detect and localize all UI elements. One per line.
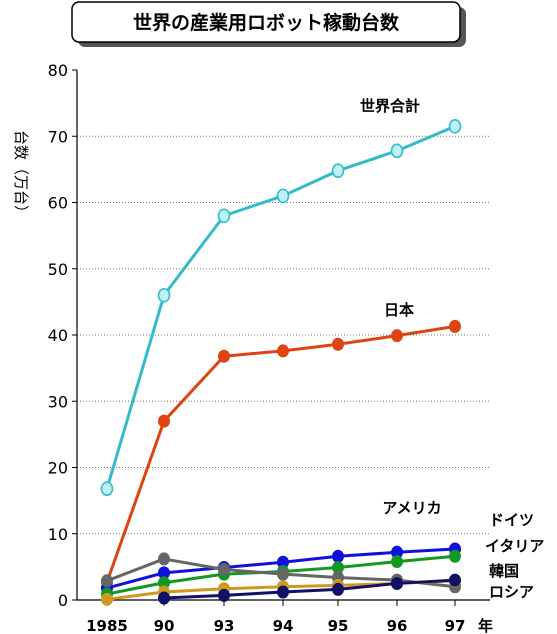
data-point: [277, 585, 289, 599]
data-point: [331, 163, 345, 178]
data-point: [449, 549, 461, 563]
y-tick-label: 30: [48, 392, 68, 411]
data-point: [101, 574, 113, 588]
y-tick-label: 10: [48, 525, 68, 544]
data-point: [218, 563, 230, 577]
label-russia: ロシア: [489, 583, 534, 601]
data-point: [449, 573, 461, 587]
data-point: [332, 549, 344, 563]
data-point: [391, 576, 403, 590]
data-point: [391, 329, 403, 343]
x-axis-label: 年: [478, 617, 493, 634]
label-japan: 日本: [384, 301, 414, 319]
data-point: [218, 588, 230, 602]
y-axis-label: 台数（万台）: [12, 130, 30, 220]
data-point: [217, 208, 231, 224]
y-tick-label: 60: [48, 194, 68, 213]
data-point: [391, 555, 403, 569]
data-point: [158, 552, 170, 566]
series-group: [100, 119, 462, 606]
x-ticks: 1985 90 93 94 95 96 97: [86, 600, 465, 634]
data-point: [158, 591, 170, 605]
data-point: [100, 481, 114, 497]
series-0: [100, 119, 462, 497]
y-tick-label: 40: [48, 326, 68, 345]
data-point: [277, 344, 289, 358]
data-point: [158, 414, 170, 428]
label-world-total: 世界合計: [360, 97, 420, 115]
x-tick-label: 93: [214, 617, 235, 634]
data-point: [448, 119, 462, 134]
y-tick-label: 80: [48, 61, 68, 80]
y-tick-label: 0: [58, 591, 68, 610]
y-tick-label: 70: [48, 127, 68, 146]
data-point: [390, 143, 404, 159]
x-tick-label: 96: [387, 617, 408, 634]
x-tick-label: 97: [445, 617, 466, 634]
label-america: アメリカ: [382, 499, 441, 517]
label-italy: イタリア: [485, 537, 544, 555]
data-point: [332, 582, 344, 596]
y-ticks: 0 10 20 30 40 50 60 70 80: [48, 61, 77, 610]
series-line: [163, 578, 456, 600]
data-point: [157, 287, 171, 303]
series-6: [158, 573, 461, 605]
x-tick-label: 95: [328, 617, 349, 634]
chart-title: 世界の産業用ロボット稼動台数: [133, 11, 400, 34]
x-tick-label: 90: [154, 617, 175, 634]
y-tick-label: 50: [48, 260, 68, 279]
x-tick-label: 1985: [86, 617, 128, 634]
label-germany: ドイツ: [489, 511, 534, 529]
data-point: [101, 592, 113, 606]
data-point: [276, 188, 290, 204]
chart-title-box: 世界の産業用ロボット稼動台数: [71, 1, 466, 47]
y-tick-label: 20: [48, 459, 68, 478]
data-point: [218, 349, 230, 363]
x-tick-label: 94: [273, 617, 294, 634]
series-line: [105, 324, 456, 583]
data-point: [449, 319, 461, 333]
data-point: [332, 337, 344, 351]
data-point: [277, 567, 289, 581]
label-korea: 韓国: [489, 562, 519, 580]
series-1: [101, 319, 461, 589]
